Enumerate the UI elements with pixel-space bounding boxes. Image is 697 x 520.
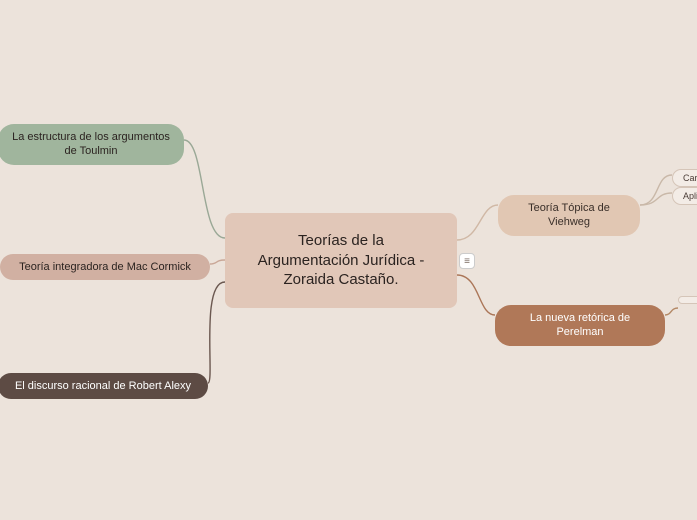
node-toulmin[interactable]: La estructura de los argumentos de Toulm…: [0, 124, 184, 165]
node-perelman[interactable]: La nueva retórica de Perelman: [495, 305, 665, 346]
edge: [640, 193, 672, 205]
subnode-1[interactable]: Aplicación: [672, 187, 697, 205]
node-label: La estructura de los argumentos de Toulm…: [12, 130, 170, 159]
edge: [208, 282, 225, 383]
subnode-2[interactable]: [678, 296, 697, 304]
central-topic-label: Teorías de la Argumentación Jurídica - Z…: [255, 231, 427, 290]
node-label: El discurso racional de Robert Alexy: [15, 379, 191, 393]
node-viehweg[interactable]: Teoría Tópica de Viehweg: [498, 195, 640, 236]
edge: [184, 140, 225, 238]
edge: [665, 308, 678, 315]
node-maccormick[interactable]: Teoría integradora de Mac Cormick: [0, 254, 210, 280]
subnode-label: Aplicación: [683, 191, 697, 201]
node-label: Teoría integradora de Mac Cormick: [19, 260, 191, 274]
node-label: La nueva retórica de Perelman: [509, 311, 651, 340]
subnode-label: Características: [683, 173, 697, 183]
expand-toggle[interactable]: ≡: [459, 253, 475, 269]
hamburger-icon: ≡: [464, 256, 470, 267]
node-alexy[interactable]: El discurso racional de Robert Alexy: [0, 373, 208, 399]
node-label: Teoría Tópica de Viehweg: [512, 201, 626, 230]
edge: [640, 175, 672, 205]
edge: [457, 205, 498, 240]
edge: [210, 260, 225, 264]
subnode-0[interactable]: Características: [672, 169, 697, 187]
central-topic[interactable]: Teorías de la Argumentación Jurídica - Z…: [225, 213, 457, 308]
edge: [457, 275, 495, 315]
